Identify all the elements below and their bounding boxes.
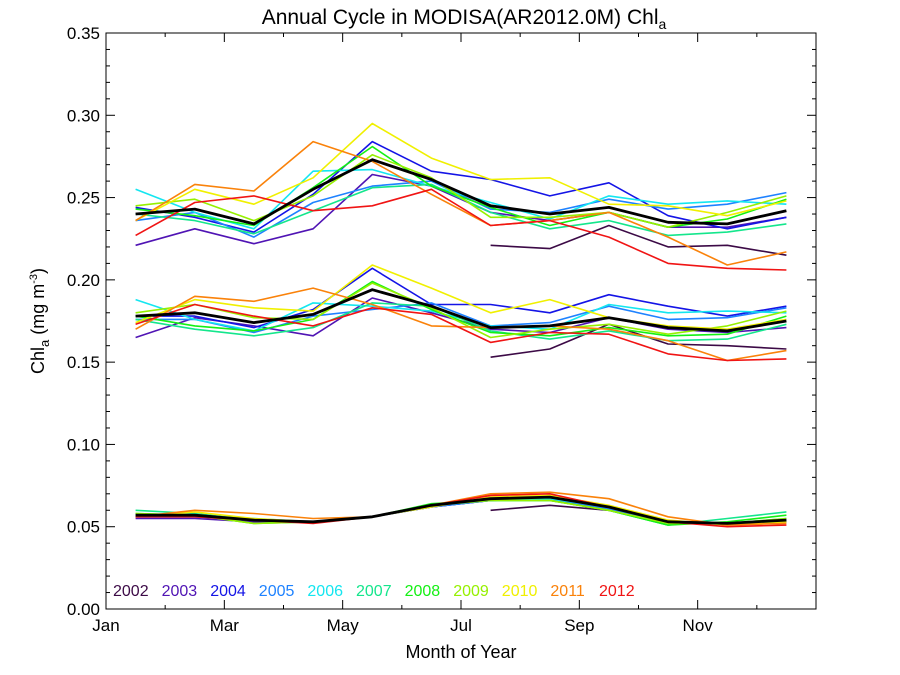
legend-item-2004: 2004 [210, 583, 246, 600]
x-tick-label: Mar [210, 616, 240, 635]
legend: 2002 2003 2004 2005 2006 2007 2008 2009 2010 2011… [113, 583, 635, 600]
y-axis: 0.00 0.05 0.10 0.15 0.20 0.25 0.30 0.35 [67, 24, 816, 619]
series-line-2009-middle [135, 282, 787, 339]
series-line-2008-middle [135, 280, 787, 337]
chart-title: Annual Cycle in MODISA(AR2012.0M) Chla [262, 6, 667, 32]
legend-item-2010: 2010 [502, 583, 538, 600]
legend-item-2007: 2007 [356, 583, 392, 600]
mean-line-middle [135, 288, 787, 333]
legend-item-2003: 2003 [162, 583, 198, 600]
legend-item-2006: 2006 [307, 583, 343, 600]
series-line-2006-upper [135, 168, 787, 230]
x-tick-label: Jan [92, 616, 119, 635]
series-line-2008-upper [135, 145, 787, 228]
series-line-2007-middle [135, 302, 787, 342]
x-tick-label: Sep [564, 616, 594, 635]
legend-item-2012: 2012 [599, 583, 635, 600]
series-line-2004-middle [135, 267, 787, 329]
x-tick-label: Jul [450, 616, 472, 635]
series-line-2011-upper [135, 140, 787, 266]
x-axis: Jan Mar May Jul Sep Nov [92, 33, 817, 635]
y-tick-label: 0.25 [67, 189, 100, 208]
y-axis-title: Chla (mg m-3) [28, 268, 52, 374]
y-tick-label: 0.20 [67, 271, 100, 290]
series-line-2012-middle [135, 303, 787, 362]
y-tick-label: 0.35 [67, 24, 100, 43]
legend-item-2002: 2002 [113, 583, 149, 600]
series-line-2012-upper [135, 188, 787, 271]
plot-area [135, 122, 787, 528]
series-line-2009-upper [135, 154, 787, 228]
y-tick-label: 0.10 [67, 435, 100, 454]
series-line-2002-upper [490, 224, 787, 256]
y-tick-label: 0.05 [67, 518, 100, 537]
legend-item-2008: 2008 [405, 583, 441, 600]
legend-item-2011: 2011 [550, 583, 585, 600]
series-line-2010-upper [135, 122, 787, 222]
series-line-2004-upper [135, 140, 787, 233]
y-tick-label: 0.30 [67, 106, 100, 125]
y-tick-label: 0.00 [67, 600, 100, 619]
mean-line-lower [135, 495, 787, 525]
series-line-2011-middle [135, 287, 787, 362]
x-tick-label: May [327, 616, 360, 635]
legend-item-2005: 2005 [259, 583, 295, 600]
legend-item-2009: 2009 [453, 583, 489, 600]
mean-line-upper [135, 158, 787, 226]
x-tick-label: Nov [683, 616, 714, 635]
x-axis-title: Month of Year [405, 642, 516, 662]
y-tick-label: 0.15 [67, 353, 100, 372]
series-line-2010-middle [135, 264, 787, 330]
